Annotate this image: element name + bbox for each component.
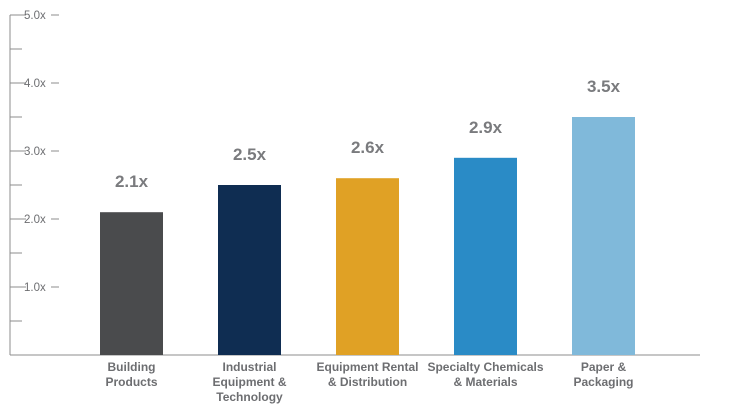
bar	[454, 157, 517, 355]
category-label-line: Building	[108, 360, 156, 374]
category-label: Industrial Equipment & Technology	[213, 360, 287, 404]
bar-value-label: 2.1x	[115, 172, 149, 191]
category-label-line: & Distribution	[328, 375, 407, 389]
bar	[100, 212, 163, 355]
category-label-line: Specialty Chemicals	[427, 360, 543, 374]
bar	[572, 117, 635, 355]
y-tick-label: 1.0x	[24, 282, 46, 294]
y-tick-label: 5.0x	[24, 10, 46, 22]
y-tick-label: 3.0x	[24, 146, 46, 158]
category-label-line: Products	[105, 375, 157, 389]
bar-value-label: 2.5x	[233, 145, 267, 164]
bar	[336, 178, 399, 355]
bars	[100, 117, 635, 355]
category-label: Building Products	[105, 360, 157, 389]
category-label-line: Industrial	[222, 360, 276, 374]
category-label: Specialty Chemicals & Materials	[427, 360, 543, 389]
category-label-line: Paper &	[581, 360, 627, 374]
category-labels: Building Products Industrial Equipment & Tec…	[105, 360, 633, 404]
category-label-line: Equipment Rental	[316, 360, 418, 374]
bar-value-label: 2.6x	[351, 138, 385, 157]
category-label: Equipment Rental & Distribution	[316, 360, 418, 389]
data-labels: 2.1x 2.5x 2.6x 2.9x 3.5x	[115, 77, 621, 191]
category-label-line: Technology	[216, 390, 283, 404]
bar-value-label: 3.5x	[587, 77, 621, 96]
y-tick-label: 2.0x	[24, 214, 46, 226]
category-label-line: Equipment &	[213, 375, 287, 389]
y-tick-label: 4.0x	[24, 78, 46, 90]
category-label-line: Packaging	[573, 375, 633, 389]
category-label-line: & Materials	[453, 375, 517, 389]
category-label: Paper & Packaging	[573, 360, 633, 389]
bar-value-label: 2.9x	[469, 118, 503, 137]
bar	[218, 185, 281, 355]
